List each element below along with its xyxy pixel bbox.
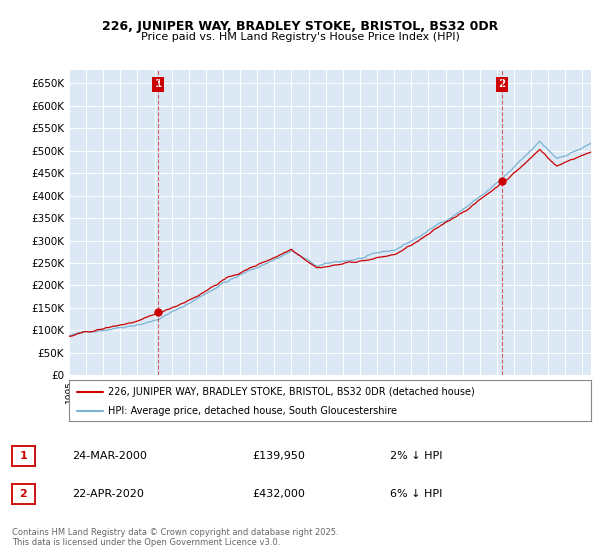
Text: 2% ↓ HPI: 2% ↓ HPI — [390, 451, 443, 461]
Text: Price paid vs. HM Land Registry's House Price Index (HPI): Price paid vs. HM Land Registry's House … — [140, 32, 460, 43]
Text: Contains HM Land Registry data © Crown copyright and database right 2025.
This d: Contains HM Land Registry data © Crown c… — [12, 528, 338, 547]
Text: 1: 1 — [20, 451, 27, 461]
Text: 6% ↓ HPI: 6% ↓ HPI — [390, 489, 442, 499]
Text: 2: 2 — [498, 80, 505, 90]
Text: 22-APR-2020: 22-APR-2020 — [72, 489, 144, 499]
Text: £432,000: £432,000 — [252, 489, 305, 499]
Text: 226, JUNIPER WAY, BRADLEY STOKE, BRISTOL, BS32 0DR (detached house): 226, JUNIPER WAY, BRADLEY STOKE, BRISTOL… — [108, 387, 475, 396]
Text: 2: 2 — [20, 489, 27, 499]
Text: £139,950: £139,950 — [252, 451, 305, 461]
Text: 24-MAR-2000: 24-MAR-2000 — [72, 451, 147, 461]
Text: 1: 1 — [155, 80, 162, 90]
Text: 226, JUNIPER WAY, BRADLEY STOKE, BRISTOL, BS32 0DR: 226, JUNIPER WAY, BRADLEY STOKE, BRISTOL… — [102, 20, 498, 32]
Text: HPI: Average price, detached house, South Gloucestershire: HPI: Average price, detached house, Sout… — [108, 406, 397, 416]
